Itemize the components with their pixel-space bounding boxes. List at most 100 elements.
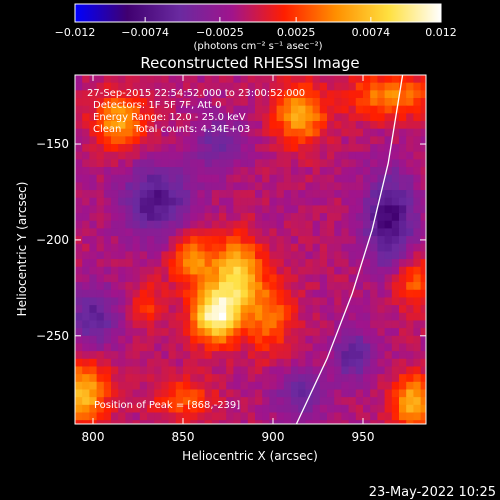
heatmap-cell [226,305,234,314]
heatmap-cell [139,205,148,214]
heatmap-cell [399,374,407,383]
heatmap-cell [226,174,234,183]
heatmap-cell [233,82,242,91]
heatmap-cell [276,251,285,260]
heatmap-cell [219,197,227,206]
heatmap-cell [197,282,206,291]
heatmap-cell [355,228,364,237]
heatmap-cell [118,335,126,345]
heatmap-cell [111,98,119,107]
heatmap-cell [355,351,364,360]
heatmap-cell [269,190,278,199]
heatmap-cell [283,228,292,237]
heatmap-cell [204,343,213,352]
heatmap-cell [132,305,141,314]
heatmap-cell [420,358,426,368]
heatmap-cell [125,397,134,406]
heatmap-cell [168,374,177,383]
heatmap-cell [161,205,170,214]
heatmap-cell [132,174,141,183]
heatmap-cell [211,420,220,424]
heatmap-cell [75,305,83,314]
heatmap-cell [161,98,170,107]
heatmap-cell [413,259,422,268]
heatmap-cell [298,420,306,424]
heatmap-cell [355,320,364,329]
heatmap-cell [341,289,350,299]
heatmap-cell [175,220,184,230]
heatmap-cell [341,182,350,191]
heatmap-cell [240,205,249,214]
heatmap-cell [75,98,83,107]
colorbar-tick-label: 0.0074 [352,26,391,39]
heatmap-cell [168,128,177,137]
heatmap-cell [147,282,155,291]
heatmap-cell [276,121,285,130]
heatmap-cell [348,236,357,245]
heatmap-cell [197,381,206,391]
heatmap-cell [370,167,378,176]
heatmap-cell [355,374,364,383]
heatmap-cell [147,159,155,168]
heatmap-cell [370,251,378,260]
heatmap-cell [413,412,422,421]
heatmap-cell [399,82,407,91]
heatmap-cell [348,121,357,130]
heatmap-cell [305,366,314,375]
heatmap-cell [175,197,184,206]
heatmap-cell [204,90,213,99]
heatmap-cell [111,236,119,245]
heatmap-cell [298,358,306,368]
heatmap-cell [319,136,328,145]
heatmap-cell [233,174,242,183]
heatmap-cell [96,259,105,268]
heatmap-cell [363,174,371,183]
heatmap-cell [341,121,350,130]
heatmap-cell [355,213,364,222]
heatmap-cell [219,404,227,414]
heatmap-cell [334,228,342,237]
heatmap-cell [139,75,148,84]
heatmap-cell [334,90,342,99]
heatmap-cell [96,366,105,375]
heatmap-cell [247,220,256,230]
heatmap-cell [154,358,162,368]
heatmap-cell [183,305,191,314]
heatmap-cell [118,197,126,206]
heatmap-cell [355,98,364,107]
heatmap-cell [139,121,148,130]
heatmap-cell [247,213,256,222]
heatmap-cell [341,389,350,398]
heatmap-cell [327,297,335,306]
heatmap-cell [226,297,234,306]
heatmap-cell [161,412,170,421]
heatmap-cell [377,389,386,398]
heatmap-cell [269,305,278,314]
heatmap-cell [276,358,285,368]
heatmap-cell [305,412,314,421]
heatmap-cell [406,320,414,329]
heatmap-cell [269,144,278,153]
heatmap-cell [154,136,162,145]
heatmap-cell [211,174,220,183]
heatmap-cell [391,98,400,107]
heatmap-cell [89,397,98,406]
heatmap-cell [406,75,414,84]
heatmap-cell [190,105,198,114]
heatmap-cell [391,335,400,345]
heatmap-cell [312,266,321,276]
heatmap-cell [355,381,364,391]
heatmap-cell [327,282,335,291]
heatmap-cell [118,328,126,337]
heatmap-cell [204,305,213,314]
heatmap-cell [125,374,134,383]
heatmap-cell [327,412,335,421]
heatmap-cell [247,197,256,206]
heatmap-cell [197,243,206,253]
heatmap-cell [391,366,400,375]
heatmap-cell [363,220,371,230]
heatmap-cell [298,320,306,329]
heatmap-cell [75,75,83,84]
heatmap-cell [319,190,328,199]
heatmap-cell [147,174,155,183]
